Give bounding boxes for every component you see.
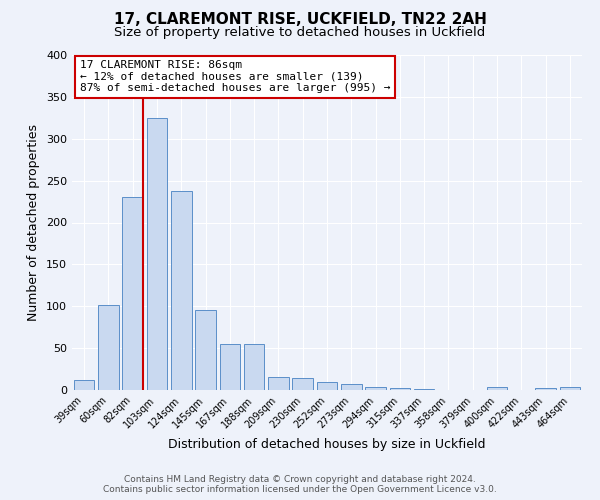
Bar	[292, 378, 313, 390]
Bar	[535, 388, 556, 390]
Bar	[341, 384, 362, 390]
Bar	[122, 198, 143, 390]
Bar	[146, 118, 167, 390]
Bar	[171, 190, 191, 390]
Bar	[487, 388, 508, 390]
Bar	[220, 344, 240, 390]
Bar	[317, 382, 337, 390]
Text: 17 CLAREMONT RISE: 86sqm
← 12% of detached houses are smaller (139)
87% of semi-: 17 CLAREMONT RISE: 86sqm ← 12% of detach…	[80, 60, 390, 93]
Bar	[268, 376, 289, 390]
Bar	[244, 344, 265, 390]
Text: Size of property relative to detached houses in Uckfield: Size of property relative to detached ho…	[115, 26, 485, 39]
Bar	[414, 389, 434, 390]
Bar	[195, 310, 216, 390]
Bar	[389, 388, 410, 390]
Bar	[365, 386, 386, 390]
Bar	[98, 304, 119, 390]
Text: 17, CLAREMONT RISE, UCKFIELD, TN22 2AH: 17, CLAREMONT RISE, UCKFIELD, TN22 2AH	[113, 12, 487, 28]
Bar	[560, 388, 580, 390]
Y-axis label: Number of detached properties: Number of detached properties	[28, 124, 40, 321]
X-axis label: Distribution of detached houses by size in Uckfield: Distribution of detached houses by size …	[168, 438, 486, 451]
Text: Contains HM Land Registry data © Crown copyright and database right 2024.
Contai: Contains HM Land Registry data © Crown c…	[103, 474, 497, 494]
Bar	[74, 380, 94, 390]
